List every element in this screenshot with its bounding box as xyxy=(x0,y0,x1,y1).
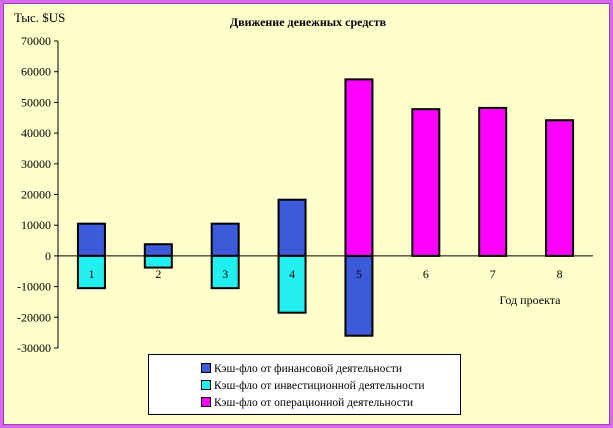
bar-financial-year-4 xyxy=(277,198,307,257)
x-tick-label: 3 xyxy=(222,267,228,281)
y-tick-label: 10000 xyxy=(21,218,51,232)
y-tick-label: 0 xyxy=(45,249,51,263)
y-tick-label: -30000 xyxy=(17,341,51,355)
bar-investment-year-2 xyxy=(143,254,173,269)
x-tick-label: 6 xyxy=(423,267,429,281)
bar-operating-year-6 xyxy=(411,108,441,257)
x-tick-label: 5 xyxy=(356,267,362,281)
y-tick-label: -20000 xyxy=(17,310,51,324)
y-tick-label: 60000 xyxy=(21,65,51,79)
y-tick-label: 40000 xyxy=(21,126,51,140)
bar-financial-year-5 xyxy=(344,254,374,337)
x-tick-label: 8 xyxy=(557,267,563,281)
legend-item-financial: Кэш-фло от финансовой деятельности xyxy=(201,362,402,376)
x-axis-title: Год проекта xyxy=(500,293,562,307)
legend-label-financial: Кэш-фло от финансовой деятельности xyxy=(214,363,403,375)
legend-swatch-investment xyxy=(201,380,211,391)
y-tick-label: 20000 xyxy=(21,188,51,202)
x-tick-label: 4 xyxy=(289,267,295,281)
y-tick-label: -10000 xyxy=(17,280,51,294)
bar-operating-year-7 xyxy=(478,106,508,257)
legend-swatch-financial xyxy=(201,363,211,374)
bar-investment-year-1 xyxy=(76,254,106,290)
bar-financial-year-2 xyxy=(143,243,173,257)
legend-item-investment: Кэш-фло от инвестиционной деятельности xyxy=(201,379,425,393)
bar-financial-year-3 xyxy=(210,222,240,257)
x-tick-label: 2 xyxy=(155,267,161,281)
x-tick-label: 7 xyxy=(490,267,496,281)
legend-label-operating: Кэш-фло от операционной деятельности xyxy=(214,397,414,409)
bar-investment-year-4 xyxy=(277,254,307,314)
legend-item-operating: Кэш-фло от операционной деятельности xyxy=(201,396,413,410)
chart-title: Движение денежных средств xyxy=(230,15,387,29)
y-axis-unit-label: Тыс. $US xyxy=(14,10,65,25)
legend-label-investment: Кэш-фло от инвестиционной деятельности xyxy=(214,380,425,392)
bar-financial-year-1 xyxy=(76,222,106,257)
bar-operating-year-5 xyxy=(344,78,374,257)
y-tick-label: 70000 xyxy=(21,34,51,48)
y-tick-label: 50000 xyxy=(21,95,51,109)
legend-swatch-operating xyxy=(201,397,211,408)
legend: Кэш-фло от финансовой деятельности Кэш-ф… xyxy=(148,354,461,415)
bar-operating-year-8 xyxy=(545,119,575,257)
y-tick-label: 30000 xyxy=(21,157,51,171)
x-tick-label: 1 xyxy=(88,267,94,281)
